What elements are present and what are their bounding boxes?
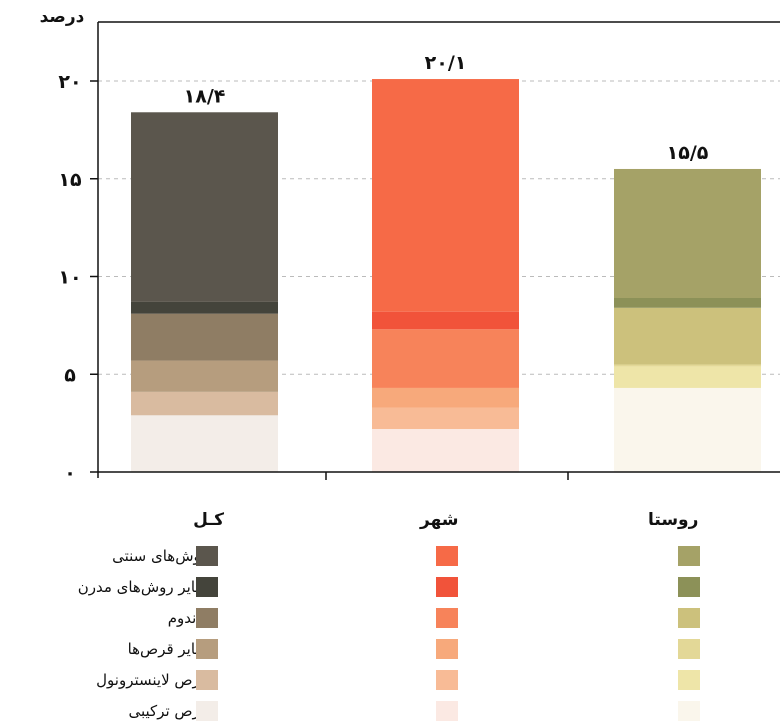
bar-segment — [131, 415, 278, 472]
bar-segment — [131, 301, 278, 314]
legend-swatch — [678, 546, 700, 566]
y-tick-label: ۱۰ — [58, 267, 81, 289]
bar-segment — [614, 168, 761, 299]
legend-swatch — [678, 639, 700, 659]
legend-swatch — [196, 546, 218, 566]
legend-item-label: سایر روش‌های مدرن — [77, 578, 208, 596]
legend-swatch — [436, 701, 458, 721]
legend-item-label: سایر قرص‌ها — [127, 640, 208, 658]
legend-swatch — [436, 670, 458, 690]
legend-swatch — [196, 670, 218, 690]
bar-segment — [614, 298, 761, 308]
legend-group-title: روستا — [648, 510, 699, 530]
y-tick-label: ۵ — [64, 364, 76, 386]
total-label: ۱۸/۴ — [184, 85, 226, 107]
legend-swatch — [196, 577, 218, 597]
legend-swatch — [196, 608, 218, 628]
legend-swatch — [196, 639, 218, 659]
bar-segment — [372, 311, 519, 330]
bar-stacks — [131, 79, 761, 472]
total-label: ۲۰/۱ — [425, 52, 467, 74]
bar-segment — [372, 428, 519, 472]
bar-segment — [372, 329, 519, 388]
legend-group-title: کـل — [193, 510, 224, 530]
bar-segment — [131, 313, 278, 361]
bar-segment — [131, 391, 278, 416]
legend-swatch — [678, 701, 700, 721]
bar-segment — [614, 307, 761, 365]
bar-segment — [372, 407, 519, 429]
bar-segment — [614, 387, 761, 472]
total-label: ۱۵/۵ — [667, 142, 709, 164]
legend-swatch — [196, 701, 218, 721]
bar-segment — [372, 79, 519, 312]
bar-segment — [614, 366, 761, 388]
total-labels: ۱۸/۴ ۲۰/۱ ۱۵/۵ — [184, 52, 709, 164]
y-tick-label: ۱۵ — [58, 169, 82, 191]
y-tick-label: ۰ — [64, 462, 76, 484]
y-tick-label: ۲۰ — [58, 71, 81, 93]
y-ticks: ۰ ۵ ۱۰ ۱۵ ۲۰ — [58, 71, 98, 484]
bar-segment — [614, 364, 761, 367]
bar-segment — [131, 360, 278, 392]
legend-swatch — [678, 577, 700, 597]
legend-item-label: روش‌های سنتی — [112, 547, 208, 565]
x-ticks — [325, 472, 569, 480]
legend-item-label: قرص لاینسترونول — [96, 671, 208, 689]
legend-swatch — [436, 546, 458, 566]
legend-item-label: قرص ترکیبی — [128, 702, 209, 720]
bar-segment — [131, 112, 278, 302]
y-axis-label: درصد — [40, 7, 85, 27]
legend-swatch — [436, 639, 458, 659]
stacked-bar-chart: ۰ ۵ ۱۰ ۱۵ ۲۰ ۱۸/۴ ۲۰/۱ ۱۵/۵ درصد — [40, 7, 780, 484]
legend-swatch — [436, 608, 458, 628]
legend-group-title: شهر — [420, 510, 459, 530]
bar-segment — [372, 387, 519, 408]
legend-swatch — [678, 608, 700, 628]
legend-swatch — [678, 670, 700, 690]
legend-swatch — [436, 577, 458, 597]
